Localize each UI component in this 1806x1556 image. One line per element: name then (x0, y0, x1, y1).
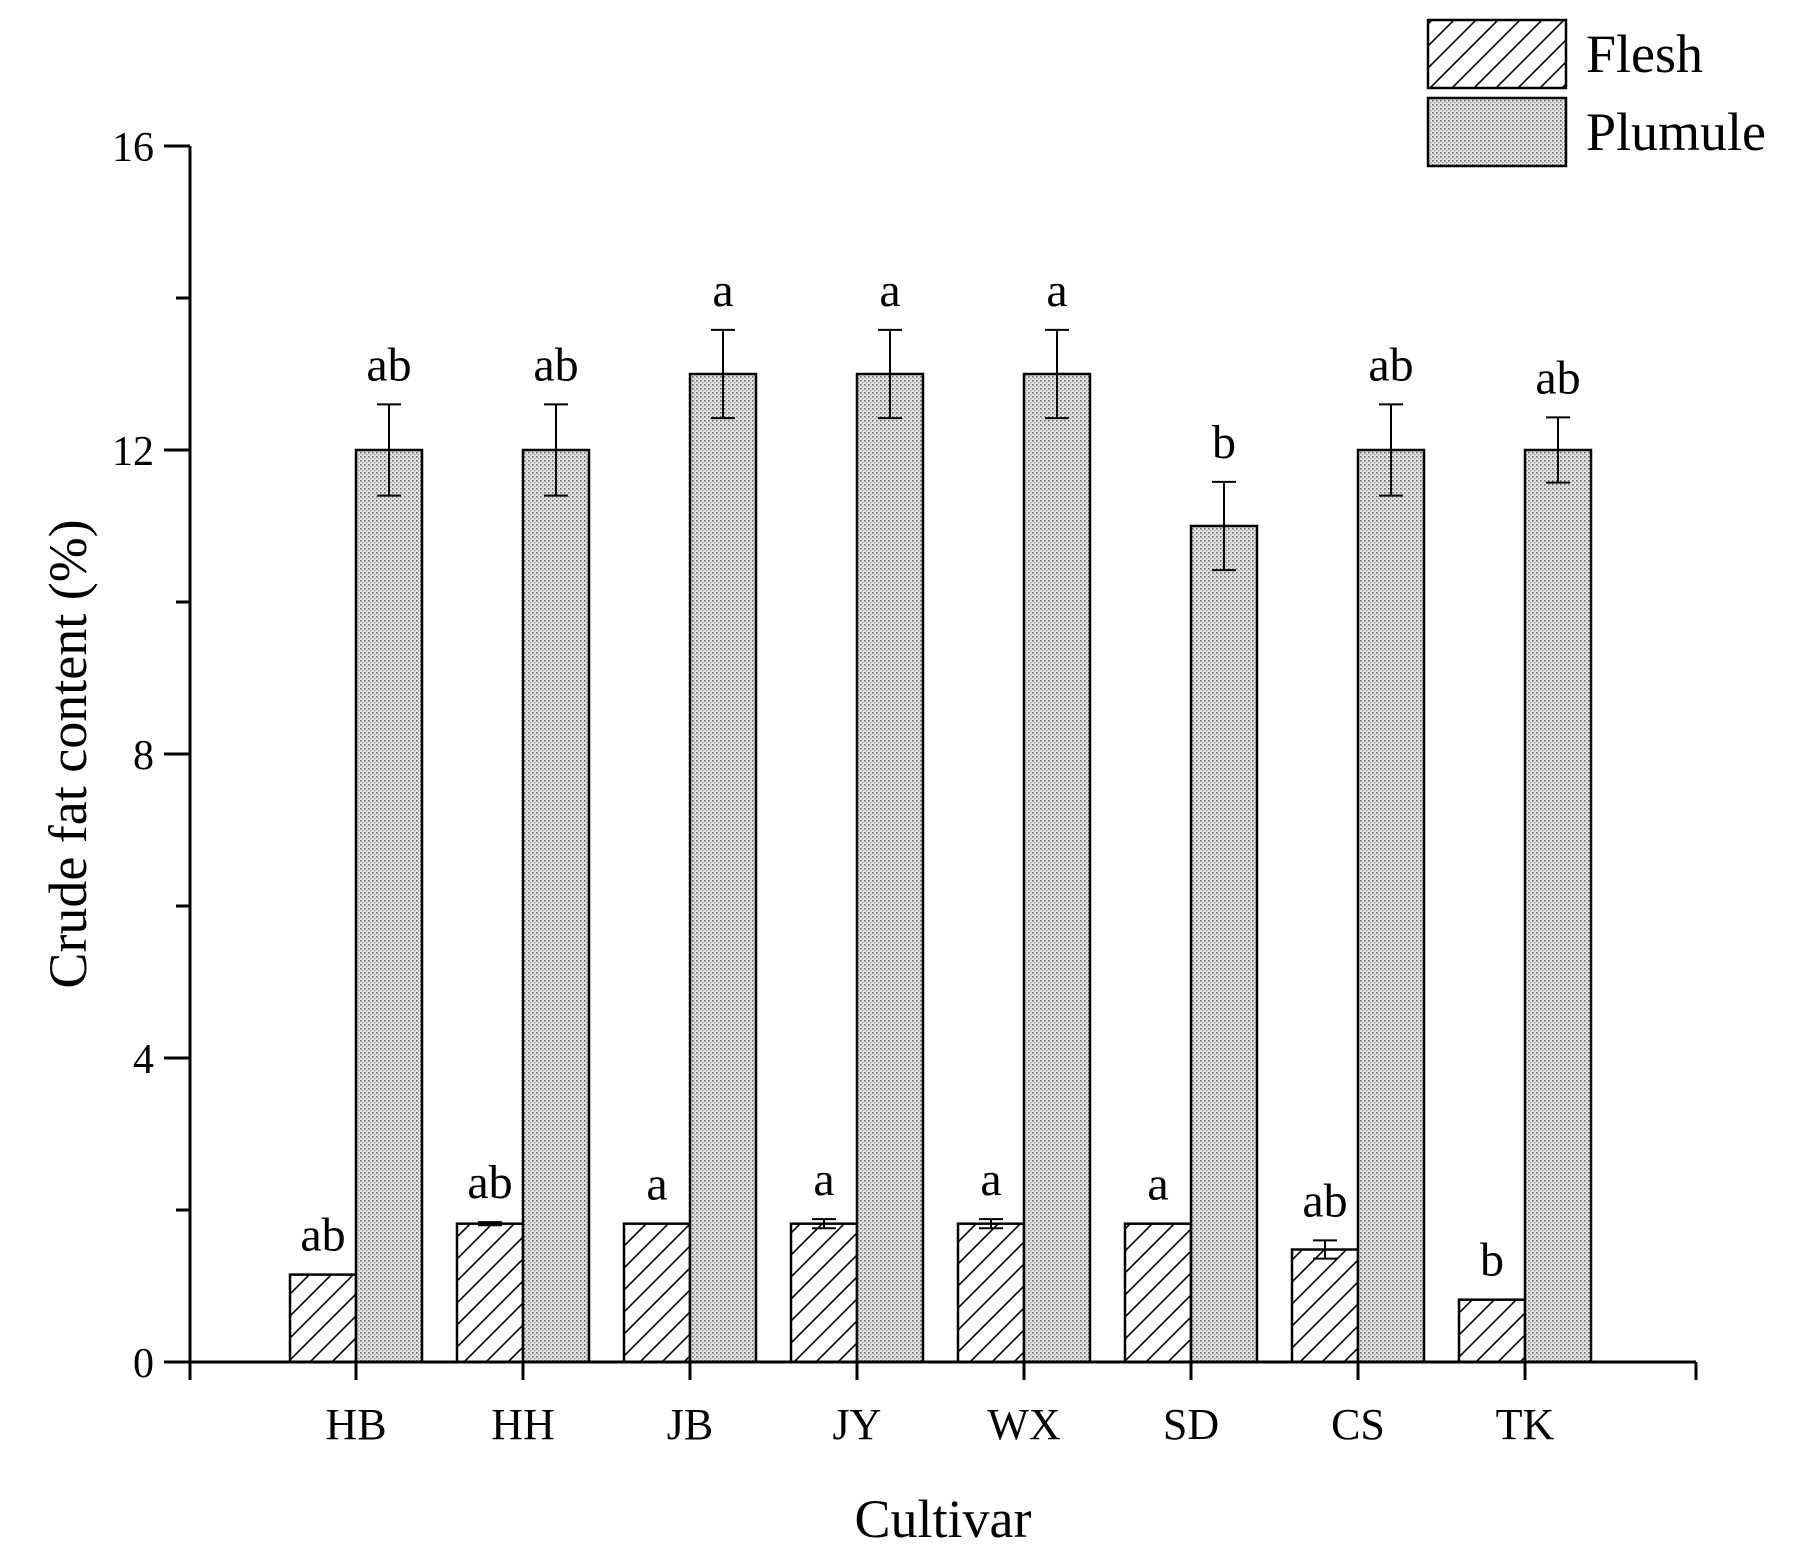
bar-plumule-tk (1523, 448, 1593, 1364)
significance-label-flesh-hb: ab (300, 1209, 345, 1262)
bar-flesh-cs (1290, 1248, 1360, 1364)
significance-label-flesh-jy: a (813, 1153, 834, 1206)
bar-flesh-hh (455, 1222, 525, 1364)
y-tick-label-16: 16 (112, 125, 154, 171)
x-tick-label-hb: HB (325, 1400, 386, 1449)
y-axis-title: Crude fat content (%) (38, 519, 98, 988)
bar-flesh-jy (789, 1222, 859, 1364)
bar-plumule-cs (1356, 448, 1426, 1364)
bar-flesh-hb (288, 1273, 358, 1364)
significance-label-plumule-cs: ab (1368, 338, 1413, 391)
y-tick-label-4: 4 (133, 1037, 154, 1083)
bar-plumule-sd (1189, 524, 1259, 1364)
bar-flesh-wx (956, 1222, 1026, 1364)
bar-flesh-sd (1123, 1222, 1193, 1364)
significance-label-plumule-jb: a (712, 264, 733, 317)
x-axis-title: Cultivar (855, 1489, 1032, 1549)
significance-label-plumule-sd: b (1212, 416, 1236, 469)
axes: HB HH JB JY WX SD CS TK 0 4 8 12 16 Cultivar Crude fat… (38, 125, 1698, 1549)
significance-label-flesh-tk: b (1480, 1234, 1504, 1287)
y-tick-label-0: 0 (133, 1341, 154, 1387)
bar-flesh-jb (622, 1222, 692, 1364)
significance-label-plumule-tk: ab (1535, 351, 1580, 404)
significance-label-flesh-sd: a (1147, 1158, 1168, 1211)
x-tick-label-sd: SD (1163, 1400, 1219, 1449)
legend-label-plumule: Plumule (1586, 102, 1766, 162)
bar-plumule-hh (521, 448, 591, 1364)
significance-label-plumule-jy: a (879, 264, 900, 317)
significance-label-plumule-hb: ab (366, 338, 411, 391)
significance-label-flesh-wx: a (980, 1153, 1001, 1206)
legend-swatch-flesh (1426, 18, 1568, 90)
x-tick-label-cs: CS (1331, 1400, 1385, 1449)
x-tick-label-jy: JY (833, 1400, 882, 1449)
x-tick-label-tk: TK (1496, 1400, 1555, 1449)
significance-label-plumule-hh: ab (533, 338, 578, 391)
bar-plumule-jy (855, 372, 925, 1364)
legend: Flesh Plumule (1426, 18, 1766, 168)
legend-swatch-plumule (1426, 96, 1568, 168)
y-tick-label-12: 12 (112, 429, 154, 475)
legend-label-flesh: Flesh (1586, 24, 1703, 84)
x-tick-label-hh: HH (491, 1400, 555, 1449)
significance-label-flesh-cs: ab (1302, 1174, 1347, 1227)
significance-label-flesh-jb: a (646, 1158, 667, 1211)
bar-plumule-jb (688, 372, 758, 1364)
significance-label-plumule-wx: a (1046, 264, 1067, 317)
x-tick-label-wx: WX (987, 1400, 1060, 1449)
bar-plumule-hb (354, 448, 424, 1364)
bar-flesh-tk (1457, 1298, 1527, 1364)
x-tick-label-jb: JB (667, 1400, 713, 1449)
y-tick-label-8: 8 (133, 733, 154, 779)
bar-plumule-wx (1022, 372, 1092, 1364)
significance-label-flesh-hh: ab (467, 1156, 512, 1209)
